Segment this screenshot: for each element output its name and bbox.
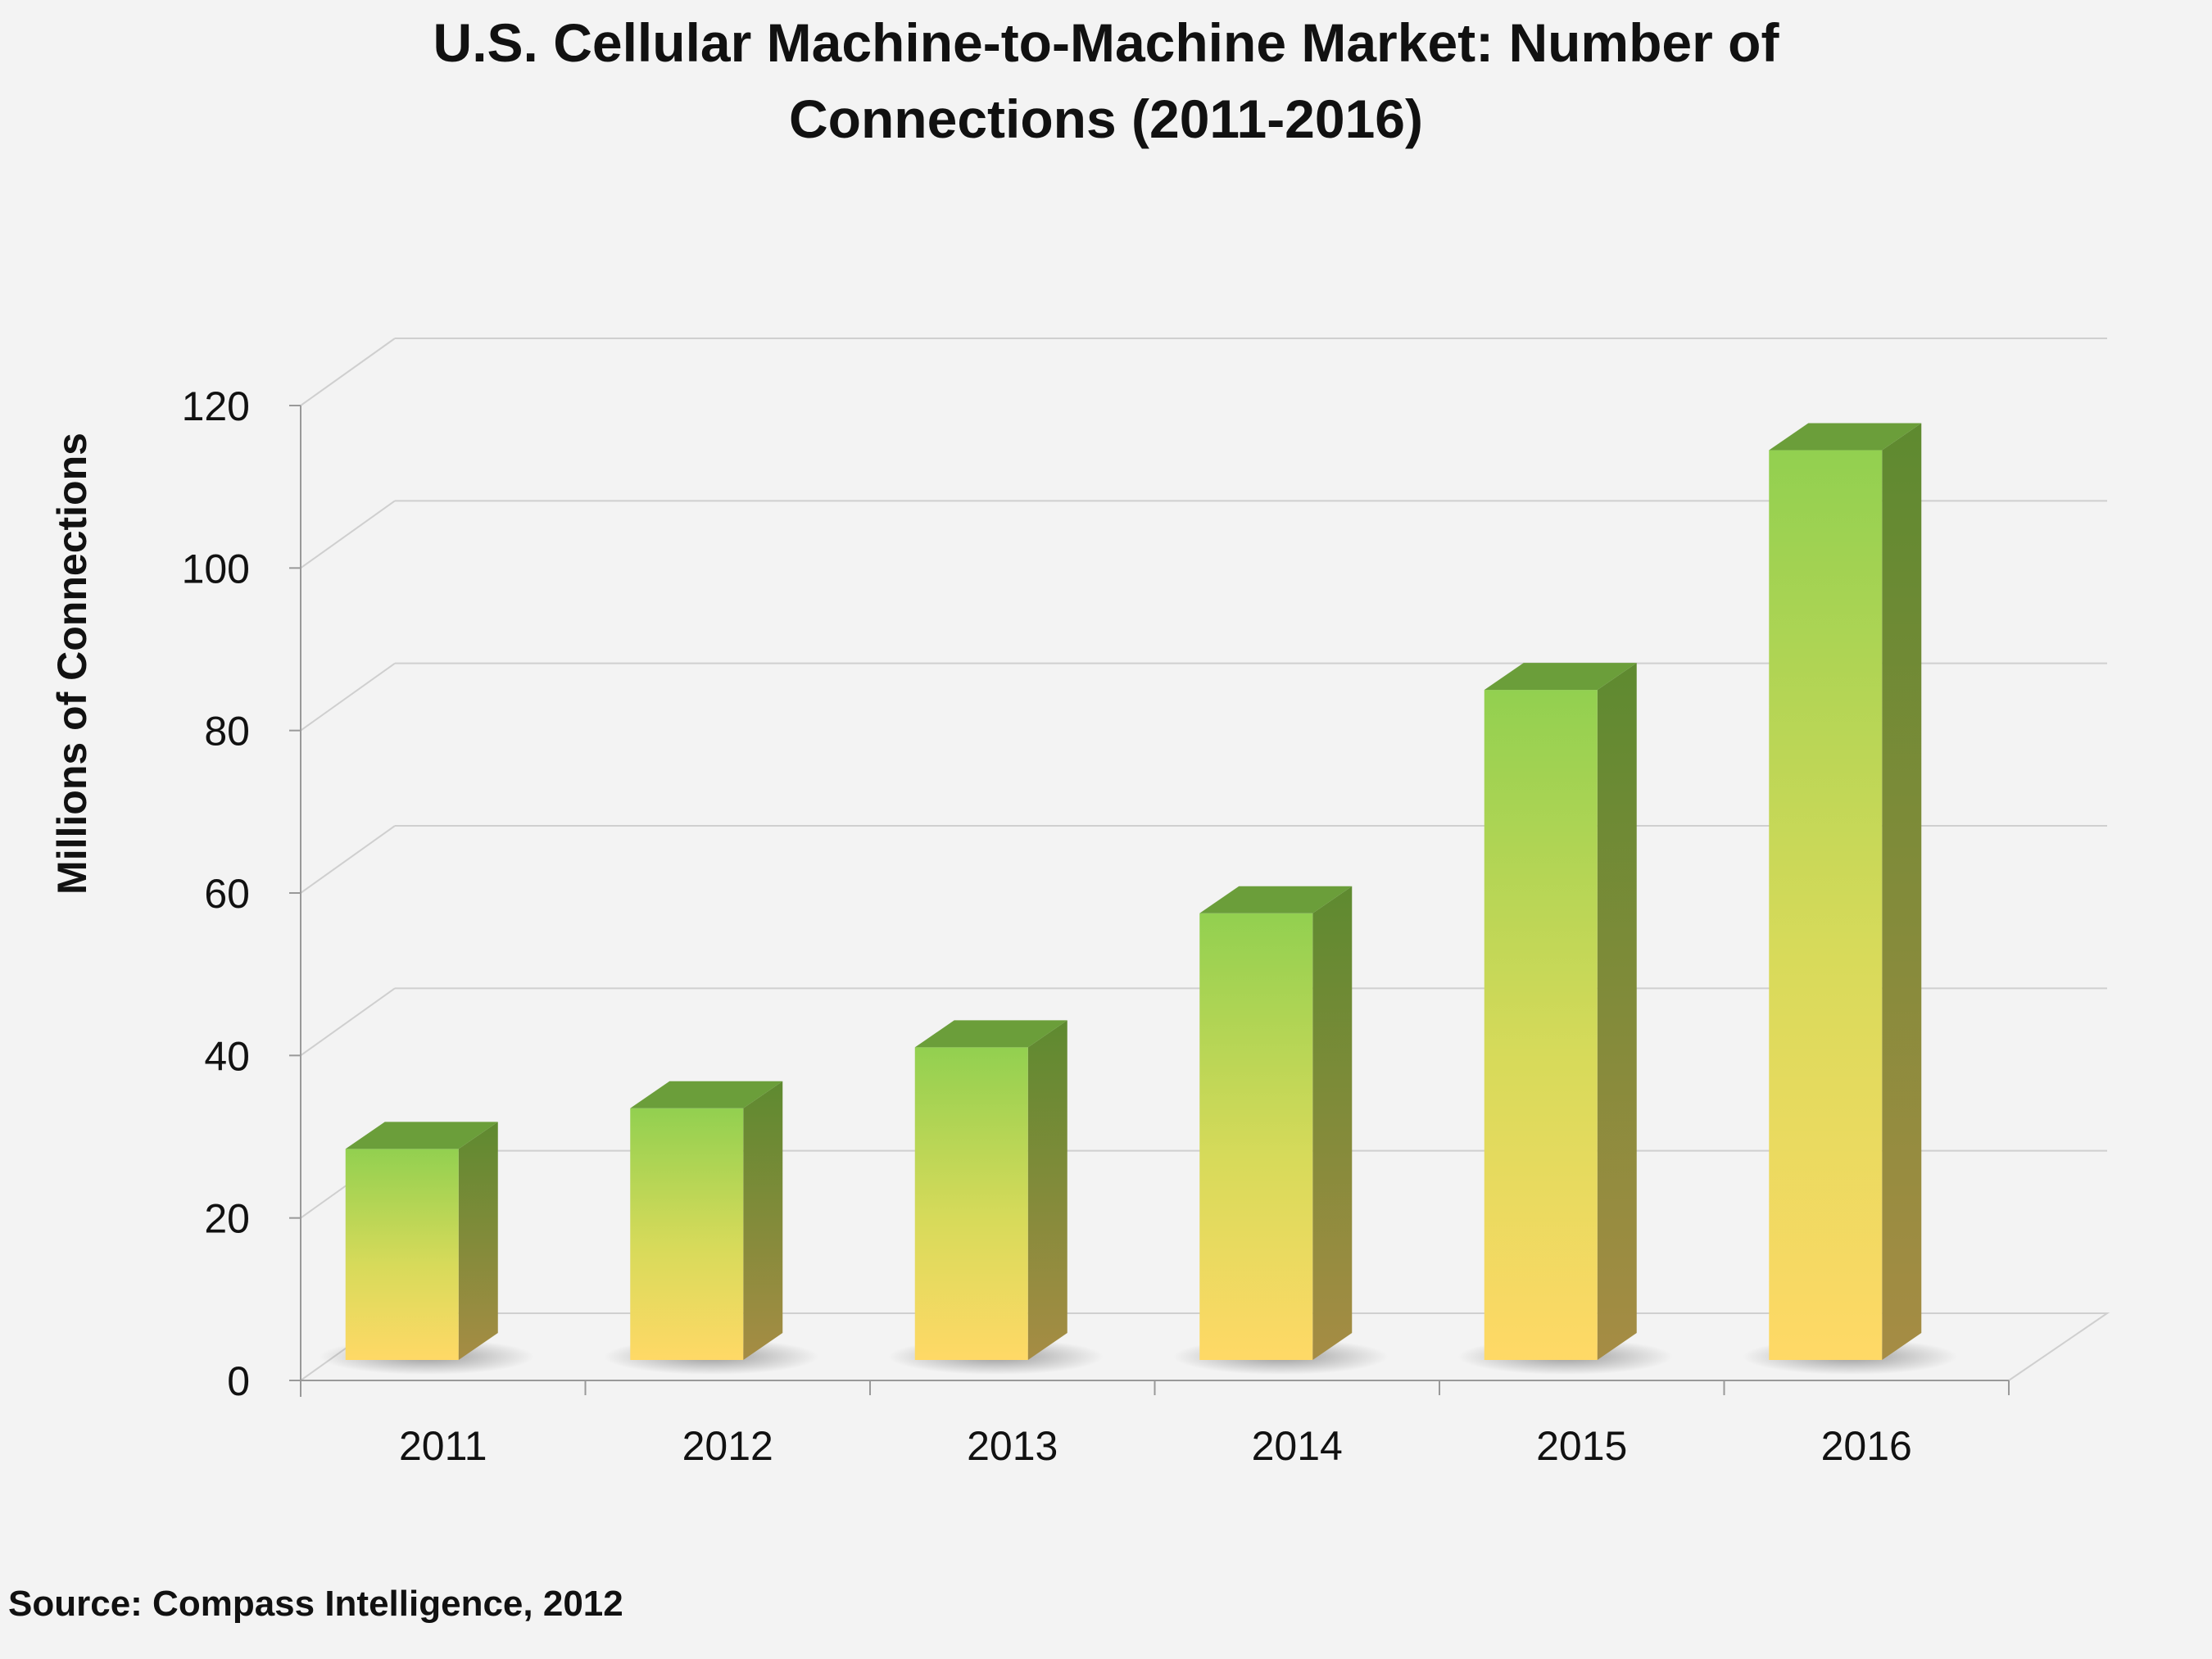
y-tick-label-80: 80 (204, 709, 250, 755)
side-gridline-120 (300, 338, 396, 406)
bar-front-2015 (1484, 690, 1598, 1360)
bar-cap-2014 (1199, 886, 1353, 913)
y-tick-label-20: 20 (204, 1196, 250, 1242)
y-tick-label-60: 60 (204, 871, 250, 917)
bar-side-2016 (1882, 423, 1922, 1360)
side-gridline-80 (300, 662, 396, 732)
bar-cap-2013 (914, 1020, 1067, 1048)
y-axis-label: Millions of Connections (49, 433, 95, 895)
bar-2011 (319, 1122, 534, 1375)
side-gridline-100 (300, 500, 396, 569)
bar-cap-2015 (1484, 663, 1637, 691)
bar-2015 (1457, 663, 1673, 1375)
y-tick-label-120: 120 (182, 383, 250, 429)
bar-2012 (604, 1081, 819, 1375)
bar-side-2012 (743, 1081, 783, 1360)
bars (319, 423, 1958, 1375)
y-tick-label-40: 40 (204, 1033, 250, 1079)
x-tick-label-2014: 2014 (1252, 1423, 1343, 1469)
y-axis-ticks: 0 20 40 60 80 100 120 (182, 383, 250, 1404)
chart-title: U.S. Cellular Machine-to-Machine Market:… (433, 12, 1780, 149)
bar-side-2015 (1597, 663, 1637, 1360)
bar-front-2012 (630, 1108, 744, 1360)
bar-2013 (888, 1020, 1104, 1375)
bar-front-2016 (1769, 450, 1883, 1360)
x-tick-label-2013: 2013 (967, 1423, 1058, 1469)
bar-cap-2011 (345, 1122, 498, 1149)
x-tick-label-2011: 2011 (399, 1423, 487, 1469)
side-gridline-40 (300, 987, 396, 1057)
x-tick-label-2016: 2016 (1821, 1423, 1912, 1469)
bar-side-2013 (1027, 1020, 1067, 1360)
bar-2016 (1743, 423, 1958, 1375)
x-tick-label-2015: 2015 (1536, 1423, 1627, 1469)
chart-title-line-2: Connections (2011-2016) (789, 88, 1423, 149)
bar-cap-2012 (630, 1081, 783, 1108)
source-note: Source: Compass Intelligence, 2012 (8, 1584, 623, 1624)
bar-side-2011 (458, 1122, 498, 1360)
chart-title-line-1: U.S. Cellular Machine-to-Machine Market:… (433, 12, 1780, 73)
bar-front-2014 (1199, 913, 1313, 1360)
bar-2014 (1173, 886, 1389, 1375)
y-tick-label-0: 0 (227, 1358, 250, 1404)
bar-front-2013 (914, 1047, 1028, 1360)
axes (289, 405, 2010, 1397)
side-gridline-60 (300, 825, 396, 894)
bar-front-2011 (345, 1149, 459, 1360)
x-tick-label-2012: 2012 (682, 1423, 773, 1469)
bar-cap-2016 (1769, 423, 1922, 451)
bar-side-2014 (1312, 886, 1353, 1360)
y-tick-label-100: 100 (182, 546, 250, 592)
x-axis-ticks: 2011 2012 2013 2014 2015 2016 (399, 1423, 1912, 1469)
